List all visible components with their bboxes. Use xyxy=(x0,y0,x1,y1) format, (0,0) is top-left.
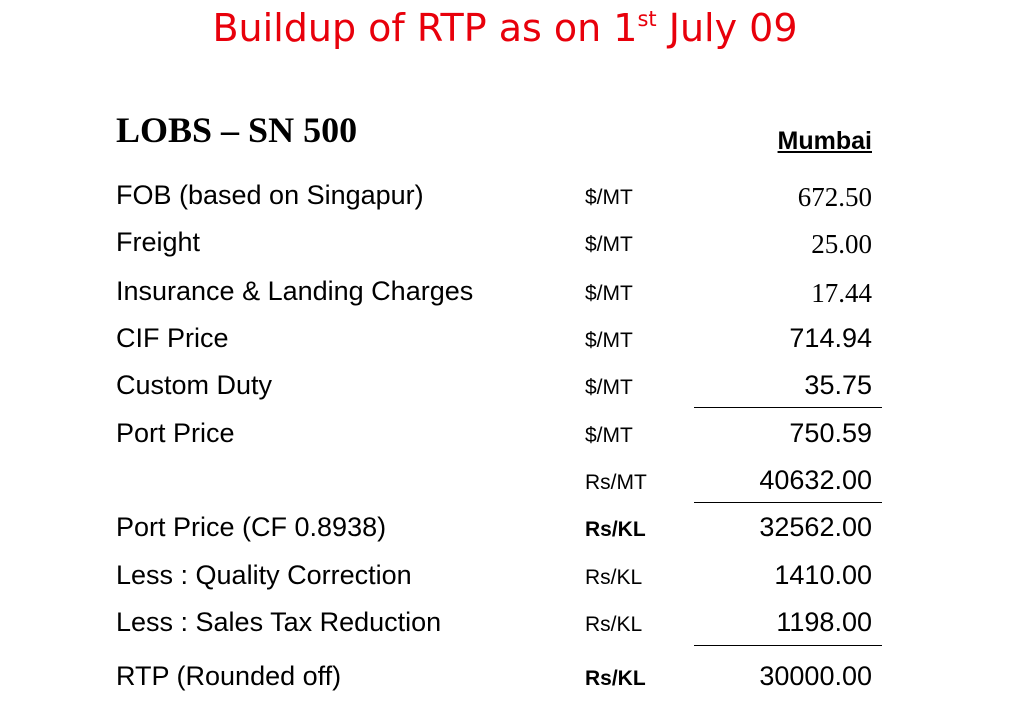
row-value: 750.59 xyxy=(789,418,872,448)
row-value: 714.94 xyxy=(789,323,872,353)
table-row-insurance: Insurance & Landing Charges $/MT 17.44 xyxy=(0,276,1024,324)
title-tail: July 09 xyxy=(656,6,798,50)
row-value: 32562.00 xyxy=(759,512,872,542)
row-label: Insurance & Landing Charges xyxy=(116,276,474,306)
row-unit: Rs/KL xyxy=(585,613,643,636)
row-value: 35.75 xyxy=(804,370,872,400)
table-row-cif-price: CIF Price $/MT 714.94 xyxy=(0,323,1024,371)
sum-rule xyxy=(694,502,882,503)
row-value: 30000.00 xyxy=(759,661,872,691)
table-row-quality-correction: Less : Quality Correction Rs/KL 1410.00 xyxy=(0,560,1024,608)
row-label: Port Price (CF 0.8938) xyxy=(116,512,387,542)
table-row-port-price-cf: Port Price (CF 0.8938) Rs/KL 32562.00 xyxy=(0,512,1024,560)
table-row-sales-tax: Less : Sales Tax Reduction Rs/KL 1198.00 xyxy=(0,607,1024,655)
title-text: Buildup of RTP as on 1 xyxy=(212,6,638,50)
row-unit: Rs/KL xyxy=(585,518,646,541)
row-unit: $/MT xyxy=(585,376,633,399)
row-unit: Rs/MT xyxy=(585,471,647,494)
row-unit: $/MT xyxy=(585,282,633,305)
row-label: RTP (Rounded off) xyxy=(116,661,342,691)
row-label: Less : Quality Correction xyxy=(116,560,412,590)
column-header-mumbai: Mumbai xyxy=(777,127,872,155)
sum-rule xyxy=(694,645,882,646)
table-row-fob: FOB (based on Singapur) $/MT 672.50 xyxy=(0,180,1024,228)
row-label: Custom Duty xyxy=(116,370,273,400)
table-row-freight: Freight $/MT 25.00 xyxy=(0,227,1024,275)
page-title: Buildup of RTP as on 1st July 09 xyxy=(0,6,1010,50)
row-label: Freight xyxy=(116,227,201,257)
title-superscript: st xyxy=(637,7,657,31)
sum-rule xyxy=(694,407,882,408)
row-unit: $/MT xyxy=(585,329,633,352)
row-unit: $/MT xyxy=(585,186,633,209)
row-value: 1410.00 xyxy=(774,560,872,590)
row-unit: $/MT xyxy=(585,424,633,447)
row-value: 40632.00 xyxy=(759,465,872,495)
product-heading: LOBS – SN 500 xyxy=(116,110,358,150)
row-label: Port Price xyxy=(116,418,235,448)
table-row-port-price-rs: Rs/MT 40632.00 xyxy=(0,465,1024,513)
row-value: 1198.00 xyxy=(776,607,872,637)
row-value: 25.00 xyxy=(811,229,872,259)
table-row-rtp: RTP (Rounded off) Rs/KL 30000.00 xyxy=(0,661,1024,709)
row-value: 672.50 xyxy=(797,182,872,212)
row-value: 17.44 xyxy=(811,278,872,308)
row-label: FOB (based on Singapur) xyxy=(116,180,424,210)
row-unit: Rs/KL xyxy=(585,667,646,690)
table-row-custom-duty: Custom Duty $/MT 35.75 xyxy=(0,370,1024,418)
row-unit: Rs/KL xyxy=(585,566,643,589)
row-label: Less : Sales Tax Reduction xyxy=(116,607,442,637)
table-row-port-price: Port Price $/MT 750.59 xyxy=(0,418,1024,466)
row-label: CIF Price xyxy=(116,323,229,353)
row-unit: $/MT xyxy=(585,233,633,256)
